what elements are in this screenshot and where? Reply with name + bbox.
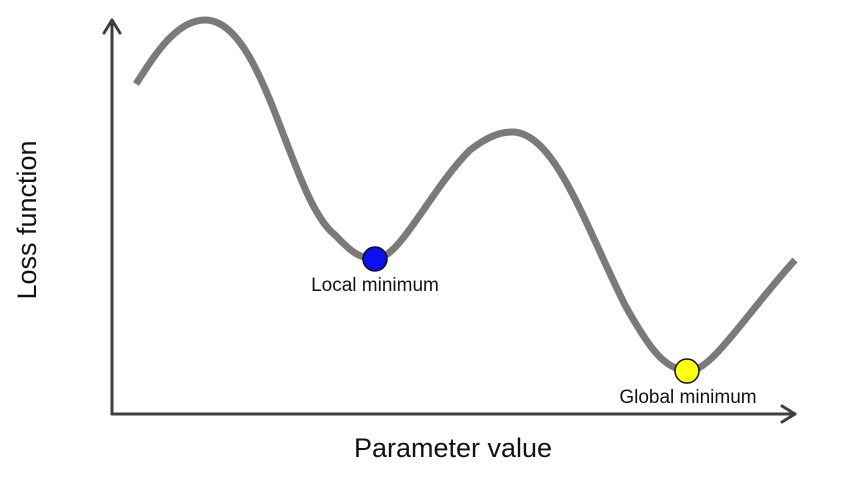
local-minimum-marker xyxy=(362,246,388,272)
global-minimum-marker xyxy=(674,358,700,384)
y-axis-label: Loss function xyxy=(12,140,42,299)
local-minimum-label: Local minimum xyxy=(311,275,439,296)
y-axis-arrowhead xyxy=(102,18,122,35)
loss-curve xyxy=(133,16,798,375)
x-axis-label: Parameter value xyxy=(354,433,552,463)
x-axis-arrowhead xyxy=(780,404,797,424)
global-minimum-label: Global minimum xyxy=(619,387,756,408)
